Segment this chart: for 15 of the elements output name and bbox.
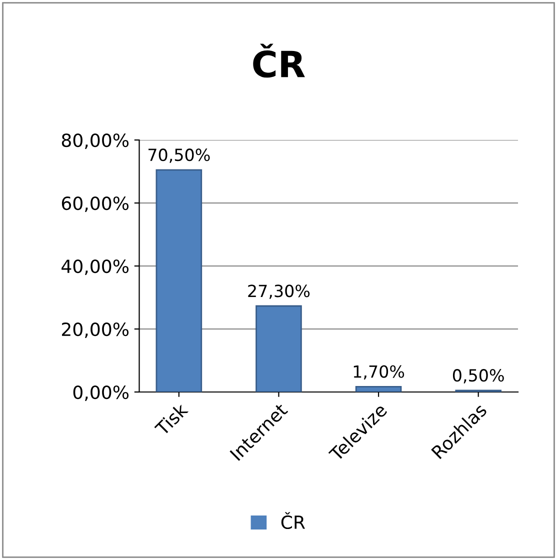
y-tick-label: 60,00%	[62, 196, 129, 212]
bar	[256, 305, 302, 392]
bar	[156, 169, 202, 392]
data-label: 0,50%	[452, 369, 504, 384]
y-tick-label: 40,00%	[62, 259, 129, 275]
data-label: 1,70%	[354, 365, 404, 380]
y-tick-label: 0,00%	[73, 385, 129, 401]
bar	[355, 386, 402, 392]
legend-label: ČR	[281, 512, 305, 530]
y-tick-label: 20,00%	[62, 322, 129, 338]
chart-title: ČR	[253, 44, 305, 78]
data-label: 27,30%	[248, 284, 310, 299]
data-label: 70,50%	[148, 148, 210, 163]
x-tick-label: Tisk	[154, 402, 189, 437]
y-tick-label: 80,00%	[62, 133, 129, 149]
